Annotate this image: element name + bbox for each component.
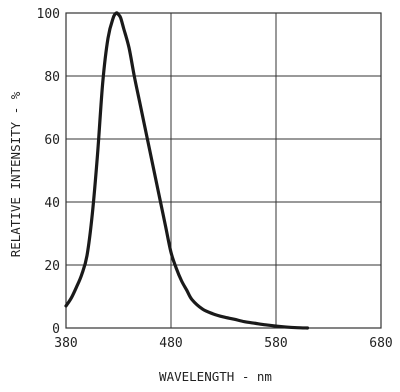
plot-frame — [65, 12, 382, 329]
series-line-relative-intensity — [64, 11, 310, 330]
y-tick-label: 60 — [44, 133, 60, 148]
x-tick-label: 480 — [159, 336, 182, 351]
y-tick-label: 40 — [44, 196, 60, 211]
y-tick-labels: 0 20 40 60 80 100 — [37, 7, 60, 337]
x-tick-labels: 380 480 580 680 — [54, 336, 392, 351]
x-tick-label: 380 — [54, 336, 77, 351]
x-axis-title: WAVELENGTH - nm — [159, 369, 272, 384]
y-axis-title: RELATIVE INTENSITY - % — [8, 91, 23, 257]
y-tick-label: 80 — [44, 70, 60, 85]
y-tick-label: 100 — [37, 7, 60, 22]
y-tick-label: 20 — [44, 259, 60, 274]
y-tick-label: 0 — [52, 322, 60, 337]
x-tick-label: 580 — [264, 336, 287, 351]
x-tick-label: 680 — [369, 336, 392, 351]
grid-lines — [65, 12, 382, 329]
